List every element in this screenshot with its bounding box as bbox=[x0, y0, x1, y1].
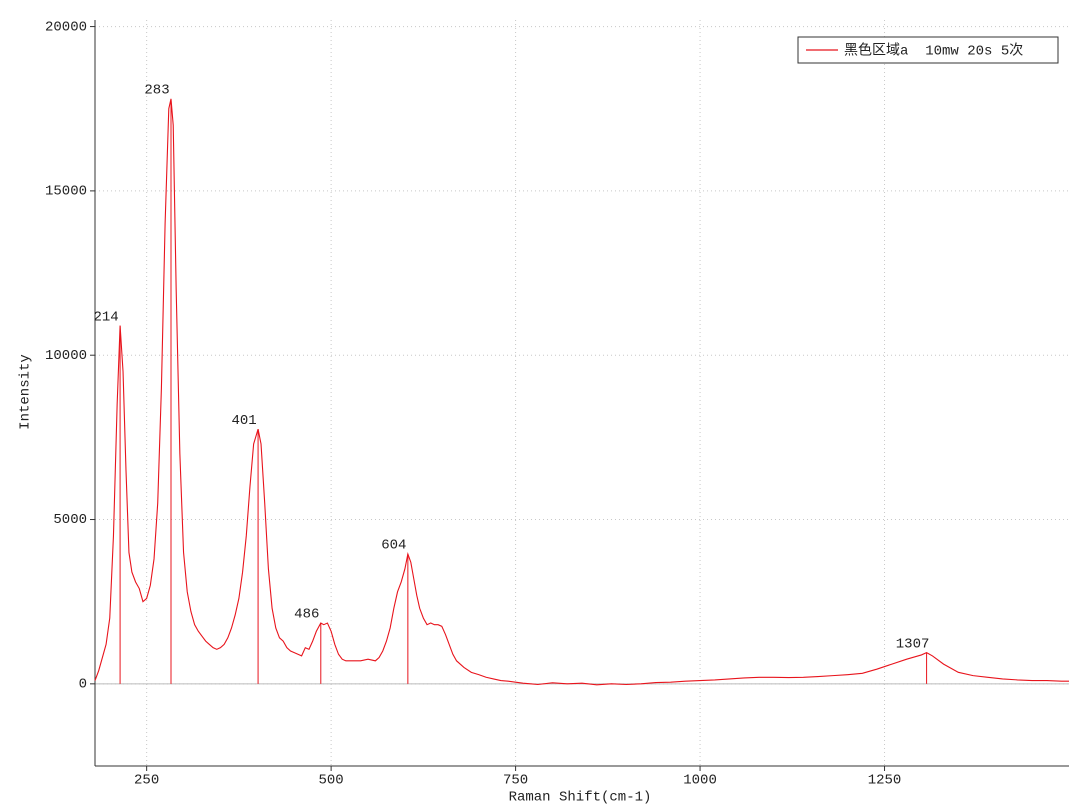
x-tick-label: 1250 bbox=[868, 773, 902, 789]
y-tick-label: 0 bbox=[79, 677, 87, 693]
peak-label: 486 bbox=[294, 607, 319, 623]
x-tick-label: 500 bbox=[319, 773, 344, 789]
legend-box bbox=[797, 36, 1059, 64]
x-tick-label: 250 bbox=[134, 773, 159, 789]
x-axis-label: Raman Shift(cm-1) bbox=[509, 790, 652, 806]
peak-label: 604 bbox=[381, 538, 406, 554]
y-axis-label: Intensity bbox=[18, 354, 34, 430]
peak-label: 214 bbox=[93, 309, 118, 325]
y-tick-label: 5000 bbox=[53, 512, 87, 528]
peak-label: 283 bbox=[144, 83, 169, 99]
x-tick-label: 750 bbox=[503, 773, 528, 789]
y-tick-label: 20000 bbox=[45, 19, 87, 35]
spectrum-line bbox=[94, 98, 1069, 686]
y-tick-label: 10000 bbox=[45, 348, 87, 364]
peak-label: 401 bbox=[231, 413, 256, 429]
legend-label: 黑色区域a 10mw 20s 5次 bbox=[844, 42, 1023, 60]
peak-label: 1307 bbox=[896, 636, 930, 652]
x-tick-label: 1000 bbox=[683, 773, 717, 789]
y-tick-label: 15000 bbox=[45, 184, 87, 200]
